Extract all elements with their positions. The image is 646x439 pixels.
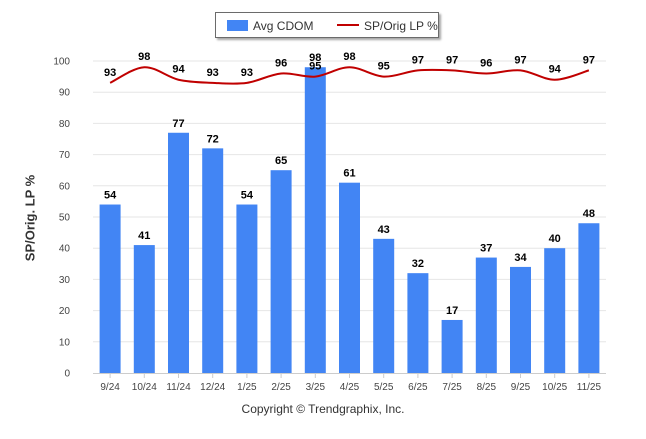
bar	[133, 245, 155, 373]
bar-value-label: 41	[138, 230, 150, 242]
bar-value-label: 54	[104, 190, 117, 202]
bar-value-label: 54	[241, 190, 254, 202]
y-tick-label: 20	[59, 306, 71, 317]
bar-value-label: 32	[412, 258, 424, 270]
line-value-label: 95	[378, 61, 390, 73]
x-tick-label: 2/25	[271, 382, 291, 393]
y-tick-label: 60	[59, 181, 71, 192]
y-tick-label: 0	[64, 369, 70, 380]
x-tick-label: 5/25	[374, 382, 394, 393]
legend-line-swatch	[337, 24, 359, 26]
x-axis: 9/24 10/24 11/24 12/24 1/25 2/25 3/25 4/25 5/25 6…	[93, 373, 606, 393]
line-value-label: 97	[412, 54, 424, 66]
bar	[304, 67, 326, 374]
y-tick-label: 30	[59, 275, 71, 286]
y-tick-label: 40	[59, 244, 71, 255]
line-value-label: 97	[514, 54, 526, 66]
x-tick-label: 4/25	[340, 382, 360, 393]
bar	[510, 266, 531, 373]
legend-bar-swatch	[227, 20, 248, 31]
y-tick-label: 80	[59, 119, 71, 130]
bar-value-label: 40	[549, 233, 561, 245]
x-tick-label: 7/25	[442, 382, 462, 393]
line-value-label: 98	[138, 51, 150, 63]
y-axis-label: SP/Orig. LP %	[22, 174, 38, 262]
x-tick-label: 9/25	[511, 382, 531, 393]
line-value-label: 96	[275, 57, 287, 69]
bar-value-label: 37	[480, 243, 492, 255]
y-tick-label: 70	[59, 150, 71, 161]
bar	[99, 204, 121, 373]
bar	[441, 319, 463, 373]
bar	[168, 132, 189, 373]
line-value-label: 96	[480, 57, 492, 69]
bar	[270, 170, 292, 373]
y-tick-label: 50	[59, 213, 71, 224]
line-value-label: 93	[104, 67, 116, 79]
line-path	[109, 66, 590, 85]
bar-value-label: 34	[514, 252, 527, 264]
x-tick-label: 10/24	[132, 382, 157, 393]
y-tick-label: 100	[53, 57, 70, 68]
x-tick-label: 8/25	[477, 382, 497, 393]
bar-value-label: 72	[207, 133, 219, 145]
bar	[339, 182, 360, 373]
line-value-label: 93	[207, 67, 219, 79]
x-tick-label: 10/25	[542, 382, 567, 393]
bar-value-label: 48	[583, 208, 595, 220]
bar-value-label: 43	[378, 224, 390, 236]
bar	[202, 148, 224, 373]
x-tick-label: 9/24	[100, 382, 120, 393]
y-tick-label: 10	[59, 337, 71, 348]
line-value-label: 98	[343, 51, 355, 63]
bar-value-label: 98	[309, 52, 321, 64]
x-tick-label: 1/25	[237, 382, 257, 393]
line-value-label: 95	[309, 61, 321, 73]
legend-line-label: SP/Orig LP %	[364, 19, 438, 33]
x-tick-label: 6/25	[408, 382, 428, 393]
data-labels: 54 41 77 72 54 65 98 61 43 32 17 37 34 40 48 93 98 94 93 93…	[104, 51, 595, 317]
bar	[373, 238, 395, 373]
line-series	[109, 66, 590, 85]
x-tick-label: 11/24	[166, 382, 191, 393]
bar-value-label: 61	[343, 168, 355, 180]
bar-value-label: 65	[275, 155, 287, 167]
bars	[99, 67, 600, 374]
y-axis-ticks: 0 10 20 30 40 50 60 70 80 90 100	[53, 57, 70, 380]
bar	[475, 257, 497, 373]
legend: Avg CDOM SP/Orig LP %	[215, 12, 439, 38]
y-tick-label: 90	[59, 88, 71, 99]
line-value-label: 97	[446, 54, 458, 66]
x-tick-label: 3/25	[306, 382, 326, 393]
line-value-label: 97	[583, 54, 595, 66]
bar	[544, 248, 566, 373]
copyright-text: Copyright © Trendgraphix, Inc.	[241, 402, 405, 416]
x-tick-label: 12/24	[200, 382, 225, 393]
legend-bar-label: Avg CDOM	[253, 19, 314, 33]
bar	[407, 273, 429, 373]
bar	[236, 204, 258, 373]
x-tick-label: 11/25	[577, 382, 602, 393]
line-value-label: 94	[172, 64, 185, 76]
line-value-label: 93	[241, 67, 253, 79]
bar	[578, 223, 600, 373]
bar-value-label: 17	[446, 305, 458, 317]
bar-value-label: 77	[172, 118, 184, 130]
line-value-label: 94	[549, 64, 562, 76]
